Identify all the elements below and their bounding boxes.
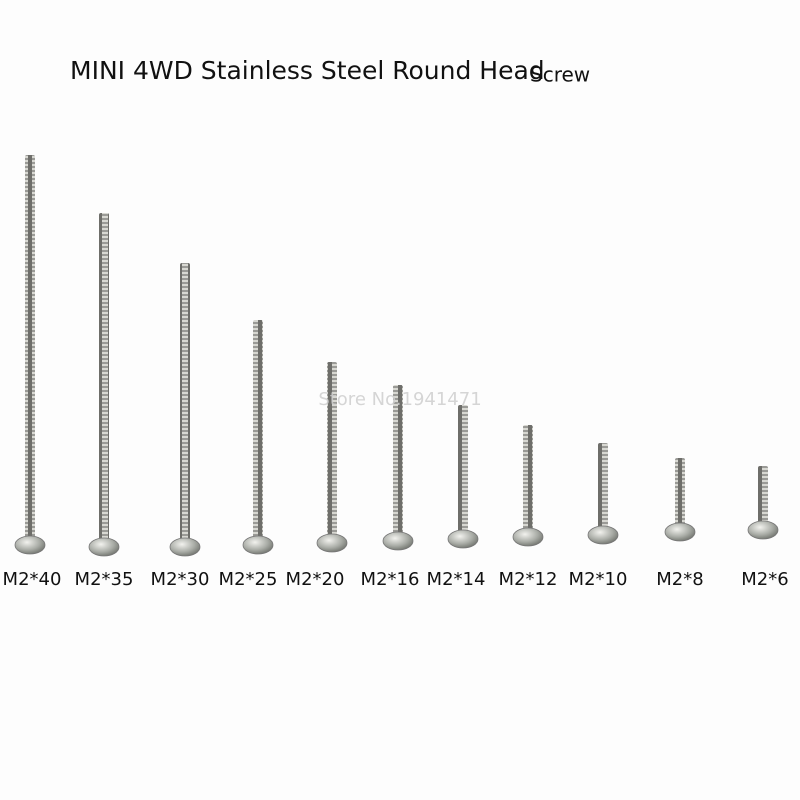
- screw-label: M2*35: [75, 569, 134, 590]
- screw: M2*12: [499, 425, 558, 590]
- screw: M2*25: [219, 320, 278, 590]
- title-suffix: Screw: [530, 63, 590, 87]
- screw-head: [382, 531, 414, 551]
- screw: M2*16: [361, 385, 420, 590]
- screw-label: M2*6: [741, 569, 788, 590]
- screw: M2*30: [151, 263, 210, 590]
- screw-shaft: [180, 263, 190, 541]
- watermark: Store No.1941471: [318, 389, 481, 410]
- screw-label: M2*10: [569, 569, 628, 590]
- screw-label: M2*14: [427, 569, 486, 590]
- screw-head: [512, 527, 544, 547]
- screw: M2*40: [3, 155, 62, 590]
- screw-shaft: [458, 405, 468, 533]
- screw-label: M2*25: [219, 569, 278, 590]
- screw: M2*14: [427, 405, 486, 590]
- screw-group: M2*40 M2*35 M2*30 M2*25 M2*20 M2*16 M2*14 M2*12…: [3, 155, 789, 590]
- screw-label: M2*12: [499, 569, 558, 590]
- screw-label: M2*30: [151, 569, 210, 590]
- title: MINI 4WD Stainless Steel Round Head: [70, 56, 545, 85]
- screw-shaft: [598, 443, 608, 529]
- screw-shaft: [393, 385, 403, 535]
- screw-head: [242, 535, 274, 555]
- screw-shaft: [327, 362, 337, 537]
- screw-shaft: [758, 466, 768, 524]
- screw: M2*10: [569, 443, 628, 590]
- screw-label: M2*40: [3, 569, 62, 590]
- screw-label: M2*8: [656, 569, 703, 590]
- screw-shaft: [25, 155, 35, 539]
- screw: M2*20: [286, 362, 348, 590]
- screw-head: [664, 522, 696, 542]
- screw-label: M2*16: [361, 569, 420, 590]
- screw-shaft: [99, 213, 109, 541]
- screw: M2*6: [741, 466, 789, 590]
- screw: M2*35: [75, 213, 134, 590]
- screw-shaft: [523, 425, 533, 531]
- screw-shaft: [253, 320, 263, 539]
- screw-head: [316, 533, 348, 553]
- screw-label: M2*20: [286, 569, 345, 590]
- screw-head: [447, 529, 479, 549]
- screw-shaft: [675, 458, 685, 526]
- screw-head: [747, 520, 779, 540]
- screw-head: [587, 525, 619, 545]
- screw: M2*8: [656, 458, 704, 590]
- screw-head: [14, 535, 46, 555]
- screw-head: [169, 537, 201, 557]
- screw-head: [88, 537, 120, 557]
